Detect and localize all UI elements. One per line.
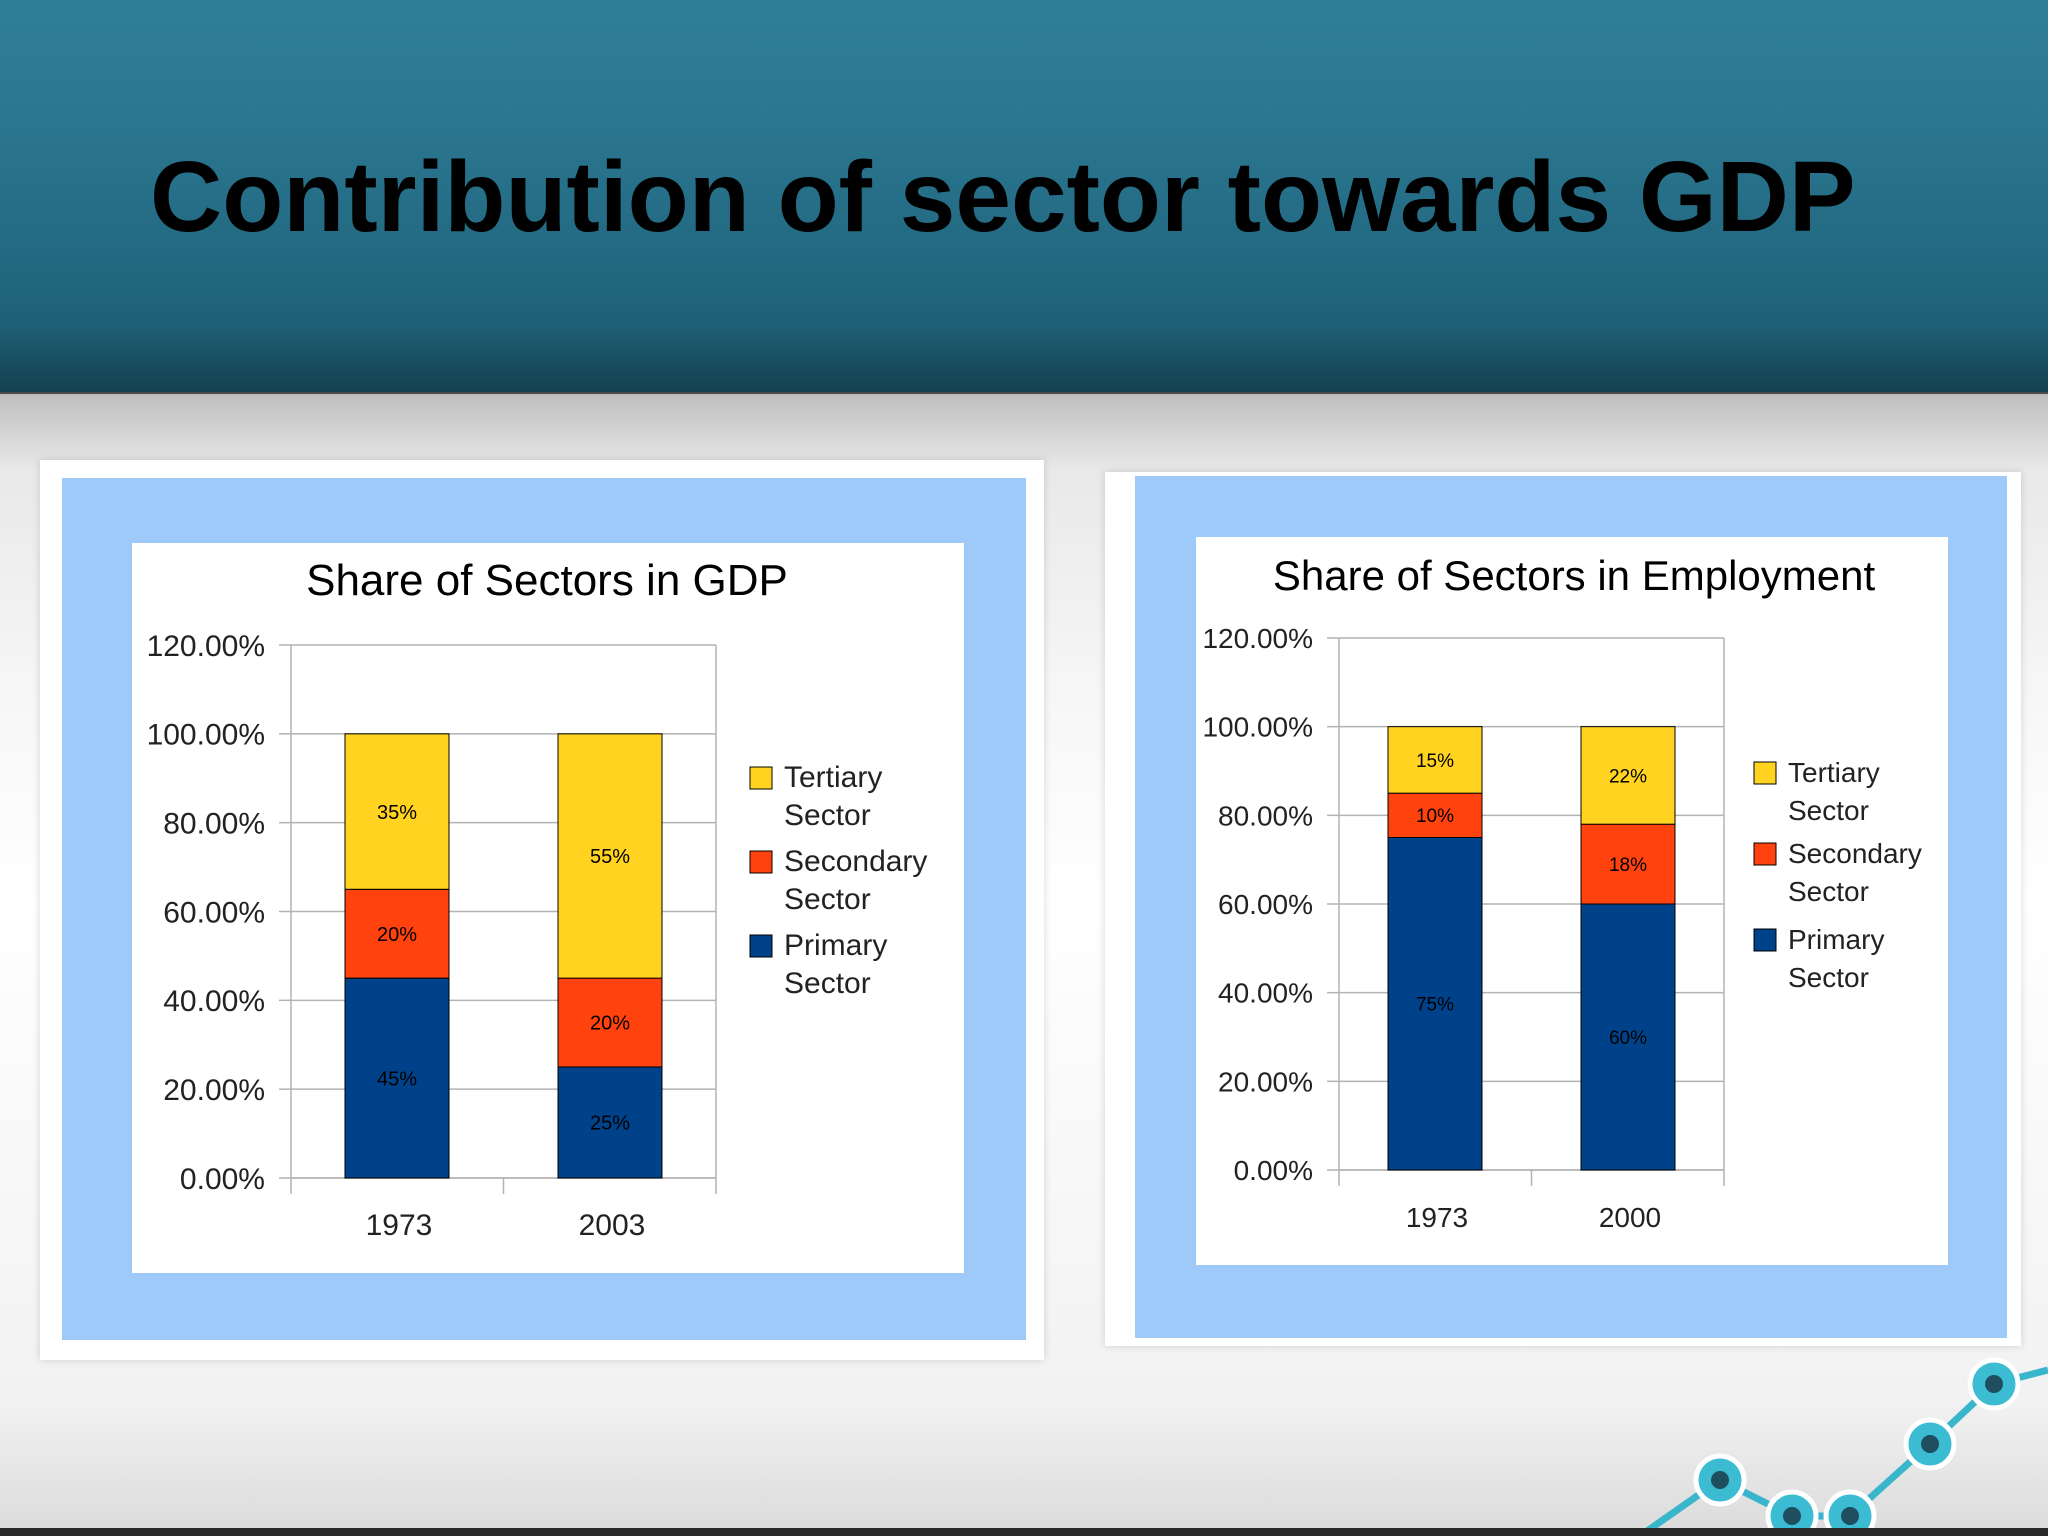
gdp-bar-tertiary-sector-2003 <box>557 733 663 979</box>
slide-title: Contribution of sector towards GDP <box>150 141 1856 253</box>
gdp-chart-title: Share of Sectors in GDP <box>306 556 788 605</box>
employment-plot-background <box>1196 537 1948 1265</box>
gdp-bar-secondary-sector-2003 <box>557 977 663 1068</box>
gdp-bar-tertiary-sector-1973 <box>344 733 450 890</box>
employment-legend-label: Primary Sector <box>1788 924 1884 993</box>
gdp-y-tick-label: 120.00% <box>147 630 265 663</box>
gdp-data-label: 35% <box>377 802 417 824</box>
employment-bar-tertiary-sector-2000 <box>1580 726 1676 825</box>
gdp-y-tick-label: 0.00% <box>180 1163 265 1196</box>
gdp-y-tick-label: 20.00% <box>163 1074 265 1107</box>
header-band <box>0 0 2048 394</box>
gdp-bar-primary-sector-1973 <box>344 977 450 1179</box>
gdp-data-label: 20% <box>590 1013 630 1035</box>
bottom-border <box>0 1528 2048 1536</box>
employment-legend-swatch <box>1753 761 1777 785</box>
employment-data-label: 18% <box>1609 855 1647 876</box>
employment-y-tick-label: 20.00% <box>1218 1066 1313 1097</box>
gdp-legend-label: Tertiary Sector <box>784 761 882 832</box>
gdp-x-tick-label: 1973 <box>366 1209 433 1242</box>
gdp-data-label: 25% <box>590 1113 630 1135</box>
employment-y-tick-label: 0.00% <box>1234 1155 1313 1186</box>
employment-data-label: 10% <box>1416 806 1454 827</box>
employment-bar-secondary-sector-2000 <box>1580 823 1676 905</box>
employment-y-tick-label: 40.00% <box>1218 978 1313 1009</box>
gdp-legend-swatch <box>749 766 773 790</box>
gdp-y-tick-label: 80.00% <box>163 807 265 840</box>
gdp-y-tick-label: 40.00% <box>163 985 265 1018</box>
gdp-bar-primary-sector-2003 <box>557 1066 663 1179</box>
employment-bar-primary-sector-1973 <box>1387 837 1483 1171</box>
header-shade <box>0 325 2048 392</box>
employment-y-tick-label: 60.00% <box>1218 889 1313 920</box>
gdp-data-label: 45% <box>377 1068 417 1090</box>
employment-chart-title: Share of Sectors in Employment <box>1273 552 1876 599</box>
employment-y-tick-label: 80.00% <box>1218 800 1313 831</box>
employment-data-label: 22% <box>1609 766 1647 787</box>
gdp-legend-label: Secondary Sector <box>784 845 927 916</box>
employment-legend-swatch <box>1753 928 1777 952</box>
gdp-y-tick-label: 100.00% <box>147 719 265 752</box>
gdp-y-tick-label: 60.00% <box>163 896 265 929</box>
employment-y-tick-label: 120.00% <box>1202 623 1313 654</box>
gdp-legend-label: Primary Sector <box>784 929 887 1000</box>
employment-legend-label: Tertiary Sector <box>1788 757 1880 826</box>
employment-bar-tertiary-sector-1973 <box>1387 726 1483 794</box>
employment-x-tick-label: 1973 <box>1406 1202 1468 1233</box>
gdp-legend-swatch <box>749 850 773 874</box>
gdp-legend-swatch <box>749 934 773 958</box>
employment-legend-swatch <box>1753 842 1777 866</box>
gdp-data-label: 20% <box>377 924 417 946</box>
gdp-bar-secondary-sector-1973 <box>344 888 450 979</box>
employment-legend-label: Secondary Sector <box>1788 838 1922 907</box>
gdp-data-label: 55% <box>590 846 630 868</box>
gdp-x-tick-label: 2003 <box>579 1209 646 1242</box>
decorative-dots-graphic <box>1637 1357 2048 1536</box>
gdp-plot-background <box>132 543 964 1273</box>
employment-data-label: 60% <box>1609 1028 1647 1049</box>
employment-x-tick-label: 2000 <box>1599 1202 1661 1233</box>
employment-y-tick-label: 100.00% <box>1202 712 1313 743</box>
employment-data-label: 75% <box>1416 995 1454 1016</box>
employment-data-label: 15% <box>1416 751 1454 772</box>
employment-bar-primary-sector-2000 <box>1580 903 1676 1171</box>
